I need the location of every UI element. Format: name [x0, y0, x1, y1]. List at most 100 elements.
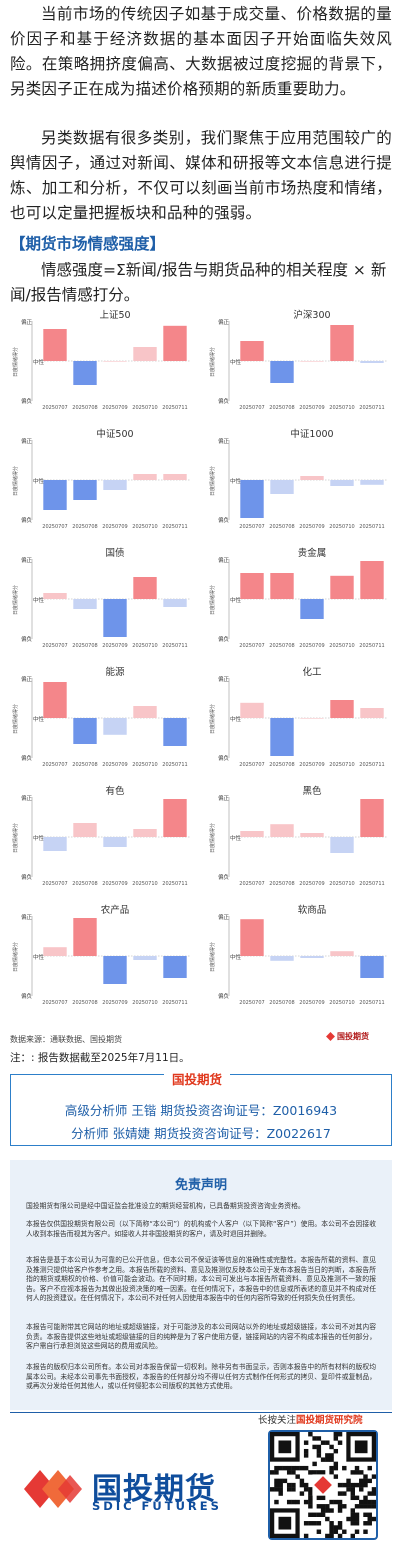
qr-module	[308, 1521, 313, 1526]
x-tick-label: 20250708	[72, 643, 97, 649]
qr-module	[354, 1482, 360, 1488]
chart-panel: 上证50 偏正 中性 偏负 日度情绪得分 20250707 20250708 20250709…	[10, 308, 196, 418]
y-axis-label: 日度情绪得分	[12, 466, 19, 496]
qr-code[interactable]	[268, 1430, 378, 1540]
qr-module	[320, 1495, 326, 1501]
qr-module	[274, 1487, 279, 1492]
qr-module	[316, 1504, 322, 1509]
x-tick-label: 20250708	[269, 881, 294, 887]
x-tick-label: 20250710	[132, 881, 157, 887]
qr-module	[350, 1470, 355, 1475]
y-tick-label: 偏正	[218, 318, 230, 326]
y-tick-label: 偏负	[21, 516, 33, 524]
y-tick-label: 中性	[230, 358, 242, 366]
x-tick-label: 20250707	[239, 881, 264, 887]
qr-module	[312, 1470, 317, 1475]
y-axis-label: 日度情绪得分	[209, 347, 216, 377]
qr-module	[371, 1474, 377, 1479]
qr-module	[312, 1444, 317, 1450]
chart-bar	[360, 799, 384, 837]
x-tick-label: 20250707	[42, 881, 67, 887]
qr-module	[286, 1482, 292, 1488]
y-axis-label: 日度情绪得分	[12, 347, 19, 377]
qr-module	[367, 1499, 372, 1505]
y-tick-label: 偏负	[21, 754, 33, 762]
qr-module	[354, 1465, 360, 1471]
chart-bar	[73, 599, 97, 609]
chart-panel: 有色 偏正 中性 偏负 日度情绪得分 20250707 20250708 20250709 20…	[10, 784, 196, 894]
qr-module	[316, 1521, 322, 1526]
chart-bar	[330, 325, 354, 361]
qr-module	[274, 1482, 279, 1488]
qr-module	[363, 1495, 368, 1501]
y-axis-label: 日度情绪得分	[12, 942, 19, 972]
qr-module	[286, 1487, 292, 1492]
disclaimer-p1: 国投期货有限公司是经中国证监会批准设立的期货经营机构，已具备期货投资咨询业务资格…	[26, 1202, 305, 1210]
x-tick-label: 20250710	[329, 643, 354, 649]
x-tick-label: 20250711	[162, 405, 187, 411]
chart-panel: 国债 偏正 中性 偏负 日度情绪得分 20250707 20250708 20250709 20…	[10, 546, 196, 656]
qr-module	[363, 1474, 368, 1479]
qr-module	[333, 1499, 339, 1505]
qr-module	[354, 1504, 360, 1509]
qr-module	[299, 1465, 305, 1471]
qr-module	[367, 1478, 372, 1484]
chart-bar	[163, 718, 187, 746]
y-tick-label: 中性	[33, 953, 45, 961]
qr-module	[295, 1499, 300, 1505]
chart-title: 上证50	[99, 310, 130, 321]
qr-module	[333, 1465, 339, 1471]
qr-module	[359, 1487, 364, 1492]
y-tick-label: 偏负	[218, 397, 230, 405]
qr-module	[337, 1499, 343, 1505]
qr-module	[333, 1529, 339, 1534]
qr-module	[367, 1491, 372, 1496]
qr-module	[291, 1470, 296, 1475]
qr-module	[363, 1504, 368, 1509]
y-tick-label: 偏正	[218, 675, 230, 683]
x-tick-label: 20250711	[359, 405, 384, 411]
qr-module	[342, 1491, 347, 1496]
x-tick-label: 20250710	[132, 405, 157, 411]
x-tick-label: 20250708	[72, 762, 97, 768]
qr-module	[299, 1482, 305, 1488]
x-tick-label: 20250710	[132, 1000, 157, 1006]
x-tick-label: 20250709	[102, 881, 127, 887]
qr-module	[282, 1465, 288, 1471]
qr-module	[316, 1444, 322, 1450]
qr-module	[363, 1482, 368, 1488]
chart-panel: 中证1000 偏正 中性 偏负 日度情绪得分 20250707 20250708 202507…	[207, 427, 393, 537]
qr-module	[316, 1529, 322, 1534]
qr-module	[299, 1491, 305, 1496]
chart-bar	[300, 956, 324, 958]
analyst-line-1: 高级分析师 王锴 期货投资咨询证号：Z0016943	[64, 1103, 338, 1118]
brand-name-cn: 国投期货	[92, 1472, 216, 1507]
disclaimer-section: 免责声明 国投期货有限公司是经中国证监会批准设立的期货经营机构，已具备期货投资咨…	[10, 1160, 392, 1410]
chart-bar	[73, 361, 97, 385]
qr-module	[363, 1529, 368, 1534]
y-tick-label: 中性	[33, 358, 45, 366]
chart-bar	[163, 956, 187, 978]
x-tick-label: 20250710	[329, 881, 354, 887]
qr-module	[329, 1499, 334, 1505]
qr-module	[316, 1436, 322, 1441]
qr-code-icon	[270, 1432, 377, 1539]
qr-module	[316, 1470, 322, 1475]
qr-module	[337, 1482, 343, 1488]
x-tick-label: 20250711	[359, 881, 384, 887]
chart-bar	[270, 718, 294, 756]
qr-module	[303, 1440, 309, 1445]
x-tick-label: 20250711	[359, 1000, 384, 1006]
y-tick-label: 偏负	[218, 992, 230, 1000]
qr-module	[278, 1478, 283, 1484]
chart-title: 农产品	[101, 904, 130, 916]
chart-bar	[270, 480, 294, 494]
chart-bar	[330, 837, 354, 853]
qr-module	[350, 1508, 355, 1513]
x-tick-label: 20250710	[329, 524, 354, 530]
